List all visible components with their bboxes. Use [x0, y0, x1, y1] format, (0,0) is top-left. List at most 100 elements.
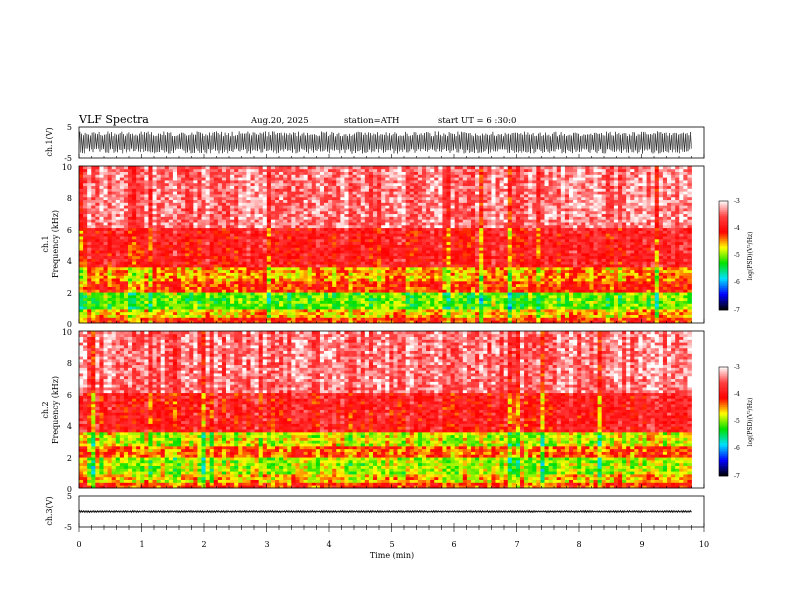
ch1-spectrogram-cell	[270, 230, 276, 234]
ch1-spectrogram-cell	[662, 286, 668, 290]
ch1-spectrogram-cell	[254, 300, 260, 304]
ch1-spectrogram-cell	[658, 238, 664, 243]
ch1-spectrogram-cell	[303, 250, 309, 254]
ch1-spectrogram-cell	[328, 275, 333, 279]
ch1-spectrogram-cell	[136, 264, 141, 268]
ch1-spectrogram-cell	[438, 292, 443, 296]
ch1-spectrogram-cell	[275, 238, 280, 243]
ch1-spectrogram-cell	[450, 286, 456, 290]
ch1-spectrogram-cell	[250, 317, 255, 321]
ch1-spectrogram-cell	[217, 236, 223, 240]
ch1-spectrogram-cell	[115, 275, 121, 279]
ch1-spectrogram-cell	[564, 286, 570, 290]
ch1-spectrogram-cell	[430, 320, 435, 324]
ch1-spectrogram-cell	[340, 317, 345, 321]
ch1-spectrogram-cell	[426, 294, 431, 299]
ch1-spectrogram-cell	[181, 236, 186, 240]
ch1-spectrogram-cell	[675, 303, 680, 307]
ch1-spectrogram-cell	[205, 317, 211, 321]
ch1-spectrogram-cell	[87, 280, 92, 285]
ch1-spectrogram-cell	[287, 264, 292, 268]
ch1-spectrogram-cell	[299, 261, 304, 265]
ch1-spectrogram-cell	[111, 261, 117, 265]
ch1-spectrogram-cell	[295, 266, 300, 271]
ch1-spectrogram-cell	[377, 280, 382, 285]
ch1-spectrogram-cell	[103, 261, 108, 265]
ch1-spectrogram-cell	[99, 280, 104, 285]
ch1-spectrogram-cell	[426, 255, 431, 259]
ch1-spectrogram-cell	[466, 272, 472, 276]
ch1-spectrogram-cell	[556, 300, 562, 304]
ch1-spectrogram-cell	[560, 230, 566, 234]
ch1-spectrogram-cell	[573, 308, 578, 313]
ch1-spectrogram-cell	[360, 258, 366, 262]
ch1-spectrogram-cell	[511, 297, 517, 301]
ch1-spectrogram-cell	[638, 269, 643, 273]
ch1-spectrogram-cell	[230, 236, 235, 240]
ch1-spectrogram-cell	[87, 300, 92, 304]
ch1-spectrogram-cell	[83, 252, 88, 257]
ch1-spectrogram-cell	[515, 280, 521, 285]
ch1-spectrogram-cell	[401, 241, 407, 245]
ch1-spectrogram-cell	[520, 292, 525, 296]
ch1-spectrogram-cell	[491, 247, 496, 251]
ch1-spectrogram-cell	[295, 252, 300, 257]
ch1-spectrogram-cell	[642, 250, 647, 254]
ch1-spectrogram-cell	[442, 314, 447, 318]
ch1-spectrogram-cell	[675, 320, 680, 324]
ch1-spectrogram-cell	[618, 247, 623, 251]
ch1-spectrogram-cell	[87, 317, 92, 321]
ch1-spectrogram-cell	[560, 241, 566, 245]
ch1-spectrogram-cell	[458, 320, 464, 324]
ch1-spectrogram-cell	[475, 317, 480, 321]
ch1-spectrogram-cell	[340, 292, 345, 296]
ch1-spectrogram-cell	[511, 238, 517, 243]
ch1-spectrogram-cell	[564, 294, 570, 299]
ch1-spectrogram-cell	[650, 233, 656, 237]
ch1-spectrogram-cell	[450, 300, 456, 304]
ch1-spectrogram-cell	[213, 255, 219, 259]
ch1-spectrogram-cell	[266, 286, 272, 290]
ch1-spectrogram-cell	[115, 303, 121, 307]
ch1-spectrogram-cell	[613, 241, 619, 245]
ch1-spectrogram-cell	[311, 266, 317, 271]
ch1-spectrogram-cell	[520, 300, 525, 304]
ch1-spectrogram-cell	[242, 283, 247, 287]
ch1-spectrogram-cell	[189, 264, 194, 268]
ch1-spectrogram-cell	[221, 233, 227, 237]
ch1-spectrogram-cell	[344, 314, 349, 318]
ch1-spectrogram-cell	[662, 311, 668, 315]
ch1-spectrogram-cell	[185, 227, 190, 231]
ch1-spectrogram-cell	[434, 275, 439, 279]
ch1-spectrogram-cell	[385, 311, 390, 315]
ch1-spectrogram-cell	[540, 308, 545, 313]
ch1-spectrogram-cell	[352, 269, 358, 273]
ch1-spectrogram-cell	[422, 264, 427, 268]
ch1-spectrogram-cell	[548, 308, 554, 313]
ch1-spectrogram-cell	[238, 244, 243, 248]
ch1-spectrogram-cell	[589, 289, 594, 293]
ch1-spectrogram-cell	[348, 272, 353, 276]
ch1-spectrogram-cell	[675, 269, 680, 273]
ch1-spectrogram-cell	[107, 289, 113, 293]
ch1-spectrogram-cell	[340, 250, 345, 254]
ch1-spectrogram-cell	[458, 317, 464, 321]
ch1-spectrogram-cell	[520, 236, 525, 240]
ch1-spectrogram-cell	[140, 311, 145, 315]
ch1-spectrogram-cell	[507, 247, 513, 251]
ch1-spectrogram-cell	[540, 241, 545, 245]
ch1-spectrogram-cell	[279, 230, 284, 234]
ch1-spectrogram-cell	[381, 241, 386, 245]
ch1-spectrogram-cell	[205, 308, 211, 313]
ch1-spectrogram-cell	[279, 236, 284, 240]
ch1-spectrogram-cell	[144, 289, 149, 293]
ch1-spectrogram-cell	[107, 255, 113, 259]
ch1-spectrogram-cell	[560, 278, 566, 282]
ch1-spectrogram-cell	[262, 286, 268, 290]
ch1-spectrogram-cell	[434, 308, 439, 313]
ch1-spectrogram-cell	[217, 264, 223, 268]
ch1-spectrogram-cell	[487, 272, 492, 276]
ch1-spectrogram-cell	[136, 241, 141, 245]
ch1-spectrogram-cell	[221, 236, 227, 240]
ch1-spectrogram-cell	[499, 308, 505, 313]
